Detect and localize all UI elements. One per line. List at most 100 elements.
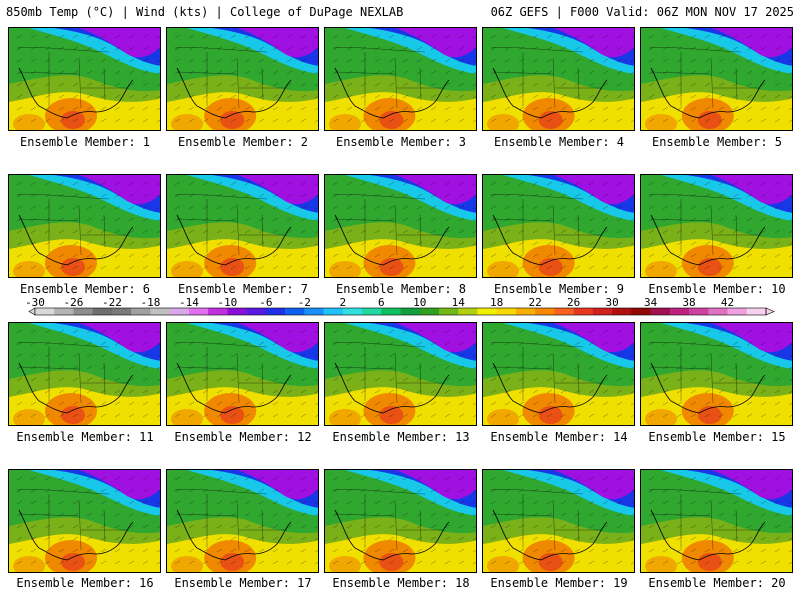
ensemble-member-map (324, 469, 477, 573)
ensemble-member-label: Ensemble Member: 3 (335, 135, 467, 149)
ensemble-member-map (324, 27, 477, 131)
colorbar-tick-label: 26 (567, 296, 580, 309)
colorbar-swatch (438, 308, 459, 315)
colorbar-outline (34, 307, 767, 316)
ensemble-member-map (324, 322, 477, 426)
ensemble-member-label: Ensemble Member: 6 (19, 282, 151, 296)
colorbar-swatch (73, 308, 94, 315)
ensemble-member-label: Ensemble Member: 13 (332, 430, 470, 444)
colorbar-swatch (477, 308, 497, 315)
colorbar-swatch (669, 308, 690, 315)
ensemble-member-label: Ensemble Member: 19 (490, 576, 628, 590)
ensemble-member-map (482, 174, 635, 278)
ensemble-member-map (166, 469, 319, 573)
ensemble-member-map (640, 322, 793, 426)
ensemble-member-label: Ensemble Member: 18 (332, 576, 470, 590)
colorbar-swatch (689, 308, 709, 315)
colorbar-tick-label: 6 (378, 296, 385, 309)
colorbar-right-arrow (765, 307, 775, 316)
ensemble-member-map (482, 469, 635, 573)
colorbar-swatch (362, 308, 382, 315)
ensemble-member-label: Ensemble Member: 11 (16, 430, 154, 444)
ensemble-member-label: Ensemble Member: 2 (177, 135, 309, 149)
colorbar-tick-label: -10 (217, 296, 237, 309)
map-title: 850mb Temp (°C) | Wind (kts) | College o… (6, 5, 404, 19)
ensemble-member-label: Ensemble Member: 5 (651, 135, 783, 149)
ensemble-member-map (640, 27, 793, 131)
colorbar-swatch (708, 308, 728, 315)
colorbar-swatch (496, 308, 517, 315)
colorbar-tick-label: -2 (298, 296, 311, 309)
ensemble-member-map (166, 27, 319, 131)
colorbar-tick-label: 10 (413, 296, 426, 309)
ensemble-member-label: Ensemble Member: 8 (335, 282, 467, 296)
colorbar-swatch (188, 308, 209, 315)
colorbar-swatch (227, 308, 247, 315)
ensemble-member-label: Ensemble Member: 17 (174, 576, 312, 590)
ensemble-member-label: Ensemble Member: 9 (493, 282, 625, 296)
colorbar-swatch (131, 308, 151, 315)
colorbar-tick-label: 2 (339, 296, 346, 309)
ensemble-member-map (166, 174, 319, 278)
colorbar-left-arrow (28, 307, 36, 316)
colorbar-tick-label: -6 (259, 296, 272, 309)
ensemble-member-map (8, 174, 161, 278)
colorbar-tick-label: 30 (605, 296, 618, 309)
ensemble-member-label: Ensemble Member: 16 (16, 576, 154, 590)
ensemble-member-label: Ensemble Member: 10 (648, 282, 786, 296)
ensemble-member-map (640, 469, 793, 573)
colorbar-tick-label: 22 (529, 296, 542, 309)
colorbar-tick-label: 34 (644, 296, 658, 309)
colorbar-swatch (169, 308, 190, 315)
ensemble-member-label: Ensemble Member: 12 (174, 430, 312, 444)
colorbar-swatch (246, 308, 267, 315)
ensemble-member-map (640, 174, 793, 278)
colorbar-swatch (304, 308, 324, 315)
colorbar-tick-label: 14 (452, 296, 466, 309)
ensemble-member-map (8, 27, 161, 131)
colorbar-swatch (458, 308, 478, 315)
colorbar-swatch (727, 308, 748, 315)
ensemble-member-label: Ensemble Member: 20 (648, 576, 786, 590)
colorbar-swatch (54, 308, 74, 315)
colorbar-swatch (208, 308, 228, 315)
colorbar-tick-label: -26 (64, 296, 84, 309)
ensemble-member-label: Ensemble Member: 15 (648, 430, 786, 444)
colorbar-tick-label: -18 (140, 296, 160, 309)
ensemble-member-map (324, 174, 477, 278)
colorbar-swatch (573, 308, 594, 315)
colorbar-swatch (342, 308, 363, 315)
colorbar-swatch (535, 308, 555, 315)
ensemble-member-map (482, 27, 635, 131)
colorbar-tick-label: -14 (179, 296, 199, 309)
colorbar-swatch (323, 308, 344, 315)
colorbar-tick-label: 18 (490, 296, 503, 309)
colorbar-swatch (150, 308, 170, 315)
colorbar-swatch (554, 308, 574, 315)
colorbar-tick-label: 42 (721, 296, 734, 309)
ensemble-member-label: Ensemble Member: 7 (177, 282, 309, 296)
ensemble-member-label: Ensemble Member: 4 (493, 135, 625, 149)
ensemble-member-label: Ensemble Member: 14 (490, 430, 628, 444)
colorbar-swatch (400, 308, 421, 315)
ensemble-member-map (482, 322, 635, 426)
colorbar-swatch (631, 308, 651, 315)
run-valid-time: 06Z GEFS | F000 Valid: 06Z MON NOV 17 20… (490, 5, 794, 19)
ensemble-member-map (8, 469, 161, 573)
colorbar-swatch (381, 308, 401, 315)
colorbar-swatch (612, 308, 632, 315)
colorbar-swatch (111, 308, 132, 315)
colorbar-tick-label: -30 (25, 296, 45, 309)
colorbar-swatch (265, 308, 286, 315)
colorbar-swatch (746, 308, 767, 315)
colorbar-swatch (592, 308, 613, 315)
ensemble-member-label: Ensemble Member: 1 (19, 135, 151, 149)
ensemble-member-map (166, 322, 319, 426)
colorbar-swatch (419, 308, 440, 315)
colorbar-swatch (35, 308, 55, 315)
temperature-colorbar: -30 -26 -22 -18 -14 -10 -6 -2 2 6 10 14 18 22 26 30 34 38… (25, 296, 775, 316)
ensemble-member-map (8, 322, 161, 426)
colorbar-swatch (92, 308, 113, 315)
colorbar-swatch (650, 308, 671, 315)
